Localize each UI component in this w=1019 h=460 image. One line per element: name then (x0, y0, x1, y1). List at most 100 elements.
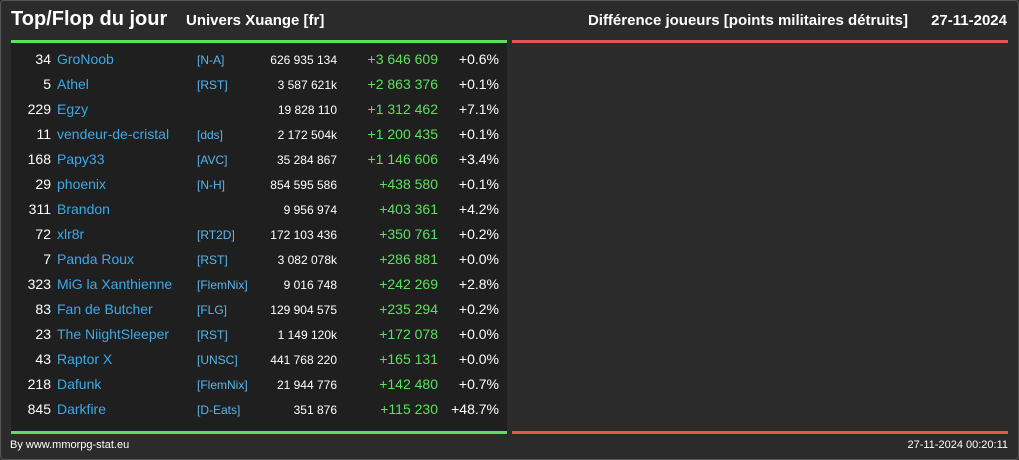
player-name-link[interactable]: Egzy (57, 101, 89, 117)
alliance-tag-link[interactable]: [RT2D] (197, 228, 235, 242)
alliance-tag-link[interactable]: [N-H] (197, 178, 225, 192)
player-rank: 323 (27, 276, 51, 292)
player-rank: 72 (35, 226, 51, 242)
player-points: 19 828 110 (277, 103, 337, 117)
player-name-link[interactable]: Panda Roux (57, 251, 135, 267)
player-rank: 5 (43, 76, 51, 92)
points-difference: +2 863 376 (367, 76, 438, 92)
flop-divider-top (512, 40, 1008, 43)
player-name-link[interactable]: Darkfire (57, 401, 107, 417)
table-row: 845 Darkfire [D-Eats] 351 876 +115 230 +48.7% (11, 397, 507, 422)
player-name-link[interactable]: xlr8r (57, 226, 85, 242)
top-divider-bottom (11, 431, 507, 434)
points-difference: +1 312 462 (367, 101, 438, 117)
points-difference: +3 646 609 (367, 51, 438, 67)
player-name-link[interactable]: phoenix (57, 176, 107, 192)
date-label: 27-11-2024 (931, 12, 1007, 29)
table-row: 323 MiG la Xanthienne [FlemNix] 9 016 748 +2… (11, 272, 507, 297)
player-name-link[interactable]: The NiightSleeper (57, 326, 170, 342)
alliance-tag-link[interactable]: [RST] (197, 78, 228, 92)
alliance-tag-link[interactable]: [FLG] (197, 303, 228, 317)
table-row: 229 Egzy 19 828 110 +1 312 462 +7.1% (11, 97, 507, 122)
percent-change: +3.4% (458, 151, 499, 167)
alliance-tag-link[interactable]: [dds] (197, 128, 224, 142)
percent-change: +2.8% (458, 276, 499, 292)
points-difference: +438 580 (379, 176, 438, 192)
top-divider-top (11, 40, 507, 43)
player-points: 21 944 776 (276, 378, 337, 392)
table-row: 11 vendeur-de-cristal [dds] 2 172 504k +1 20… (11, 122, 507, 147)
player-rank: 168 (27, 151, 51, 167)
top-panel: 34 GroNoob [N-A] 626 935 134 +3 646 609 +0.6%… (11, 43, 507, 431)
player-name-link[interactable]: Athel (57, 76, 89, 92)
footer-timestamp: 27-11-2024 00:20:11 (907, 439, 1008, 451)
player-points: 129 904 575 (270, 303, 337, 317)
alliance-tag-link[interactable]: [FlemNix] (197, 378, 248, 392)
player-name-link[interactable]: MiG la Xanthienne (57, 276, 173, 292)
player-rank: 29 (35, 176, 51, 192)
player-name-link[interactable]: Dafunk (57, 376, 102, 392)
player-rank: 311 (28, 201, 51, 217)
universe-label: Univers Xuange [fr] (186, 12, 325, 29)
percent-change: +0.6% (458, 51, 499, 67)
percent-change: +48.7% (451, 401, 499, 417)
alliance-tag-link[interactable]: [RST] (197, 328, 228, 342)
percent-change: +0.2% (458, 226, 499, 242)
player-rank: 11 (36, 126, 51, 142)
points-difference: +286 881 (379, 251, 438, 267)
player-points: 172 103 436 (270, 228, 337, 242)
points-difference: +235 294 (379, 301, 438, 317)
page-title: Top/Flop du jour (11, 8, 168, 30)
player-points: 3 082 078k (277, 253, 337, 267)
table-row: 7 Panda Roux [RST] 3 082 078k +286 881 +0.0% (11, 247, 507, 272)
points-difference: +172 078 (379, 326, 438, 342)
percent-change: +0.1% (458, 126, 499, 142)
player-points: 3 587 621k (277, 78, 337, 92)
alliance-tag-link[interactable]: [D-Eats] (197, 403, 241, 417)
percent-change: +0.7% (458, 376, 499, 392)
top-list: 34 GroNoob [N-A] 626 935 134 +3 646 609 +0.6%… (11, 47, 507, 422)
percent-change: +0.0% (458, 251, 499, 267)
points-difference: +142 480 (379, 376, 438, 392)
percent-change: +0.0% (458, 351, 499, 367)
alliance-tag-link[interactable]: [RST] (197, 253, 228, 267)
points-difference: +350 761 (379, 226, 438, 242)
player-name-link[interactable]: GroNoob (57, 51, 114, 67)
table-row: 23 The NiightSleeper [RST] 1 149 120k +172 0… (11, 322, 507, 347)
alliance-tag-link[interactable]: [AVC] (197, 153, 228, 167)
player-name-link[interactable]: Papy33 (57, 151, 105, 167)
player-points: 35 284 867 (276, 153, 337, 167)
player-name-link[interactable]: Raptor X (57, 351, 113, 367)
player-rank: 83 (35, 301, 51, 317)
alliance-tag-link[interactable]: [FlemNix] (197, 278, 248, 292)
source-credit: By www.mmorpg-stat.eu (10, 439, 130, 451)
alliance-tag-link[interactable]: [UNSC] (197, 353, 238, 367)
flop-panel (512, 43, 1008, 431)
table-row: 43 Raptor X [UNSC] 441 768 220 +165 131 +0.0% (11, 347, 507, 372)
player-rank: 43 (35, 351, 51, 367)
percent-change: +0.1% (458, 176, 499, 192)
player-name-link[interactable]: vendeur-de-cristal (57, 126, 170, 142)
flop-divider-bottom (512, 431, 1008, 434)
points-difference: +165 131 (379, 351, 438, 367)
table-row: 72 xlr8r [RT2D] 172 103 436 +350 761 +0.2% (11, 222, 507, 247)
table-row: 168 Papy33 [AVC] 35 284 867 +1 146 606 +3.4% (11, 147, 507, 172)
table-row: 34 GroNoob [N-A] 626 935 134 +3 646 609 +0.6% (11, 47, 507, 72)
player-rank: 229 (27, 101, 51, 117)
player-points: 2 172 504k (277, 128, 337, 142)
player-rank: 218 (27, 376, 51, 392)
points-difference: +115 230 (380, 401, 438, 417)
points-difference: +1 146 606 (367, 151, 438, 167)
player-points: 626 935 134 (270, 53, 337, 67)
player-name-link[interactable]: Brandon (57, 201, 110, 217)
player-points: 9 016 748 (283, 278, 337, 292)
table-row: 83 Fan de Butcher [FLG] 129 904 575 +235 294… (11, 297, 507, 322)
player-name-link[interactable]: Fan de Butcher (57, 301, 153, 317)
player-points: 351 876 (293, 403, 337, 417)
player-rank: 34 (35, 51, 51, 67)
alliance-tag-link[interactable]: [N-A] (197, 53, 225, 67)
points-difference: +403 361 (379, 201, 438, 217)
percent-change: +0.2% (458, 301, 499, 317)
percent-change: +0.1% (458, 76, 499, 92)
table-row: 218 Dafunk [FlemNix] 21 944 776 +142 480 +0.7… (11, 372, 507, 397)
